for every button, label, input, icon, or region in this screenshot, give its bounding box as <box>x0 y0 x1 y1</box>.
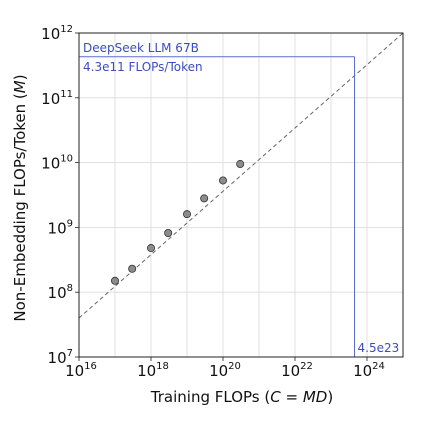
y-tick-label: 1011 <box>41 89 73 108</box>
x-tick-label: 1018 <box>137 361 169 380</box>
data-point <box>182 210 191 219</box>
data-point <box>236 160 245 169</box>
data-point <box>111 276 120 285</box>
data-point <box>164 228 173 237</box>
data-point <box>146 244 155 253</box>
x-tick-label: 1020 <box>209 361 241 380</box>
y-tick-label: 109 <box>48 218 73 237</box>
y-tick-label: 1012 <box>41 24 73 43</box>
data-point <box>218 176 227 185</box>
highlight-compute-label: 4.5e23 <box>358 341 400 355</box>
plot-frame <box>78 32 404 358</box>
data-points <box>111 160 245 285</box>
x-tick-label: 1016 <box>65 361 97 380</box>
x-tick-labels: 1016 1018 1020 1022 1024 <box>65 357 385 380</box>
highlight-group <box>79 56 356 357</box>
highlight-flops-label: 4.3e11 FLOPs/Token <box>83 60 203 74</box>
y-tick-label: 107 <box>48 348 73 367</box>
x-tick-label: 1024 <box>353 361 385 380</box>
y-tick-label: 1010 <box>41 154 73 173</box>
annotations: DeepSeek LLM 67B 4.3e11 FLOPs/Token 4.5e23 <box>83 41 399 355</box>
x-axis-label: Training FLOPs (C = MD) <box>150 388 333 406</box>
highlight-model-label: DeepSeek LLM 67B <box>83 41 199 55</box>
y-tick-label: 108 <box>48 283 73 302</box>
data-point <box>128 264 137 273</box>
data-point <box>200 194 209 203</box>
y-axis-label: Non-Embedding FLOPs/Token (M) <box>11 74 29 321</box>
x-tick-label: 1022 <box>281 361 313 380</box>
y-tick-labels: 107 108 109 1010 1011 1012 <box>41 24 79 367</box>
